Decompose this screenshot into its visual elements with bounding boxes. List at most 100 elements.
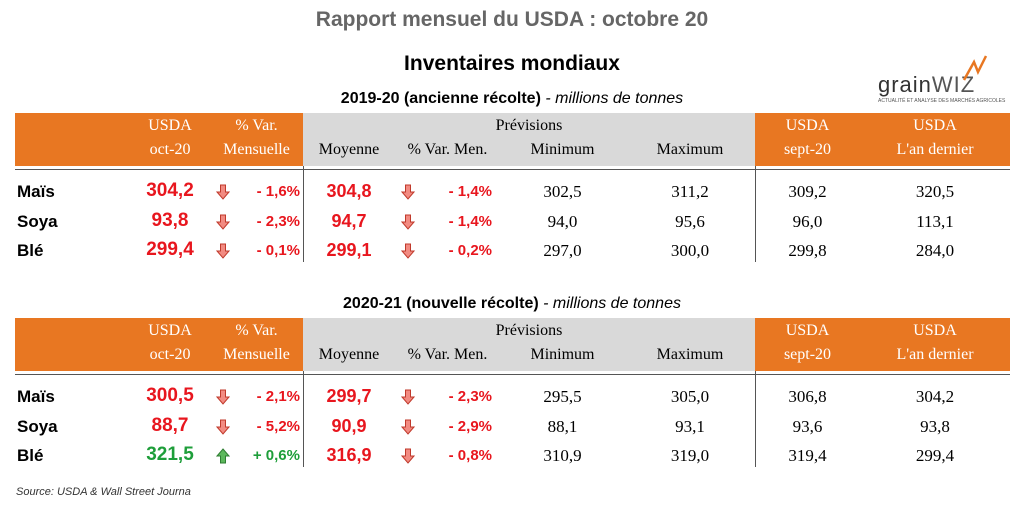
value: 94,7: [331, 210, 367, 231]
variation: - 0,1%: [256, 242, 300, 259]
heading: 2019-20 (ancienne récolte): [340, 90, 541, 107]
header-cell: % Var. Men.: [407, 141, 488, 158]
value: 88,7: [151, 414, 189, 436]
header-cell: Maximum: [656, 141, 724, 158]
unit: - millions de tonnes: [538, 295, 681, 312]
value: 93,6: [792, 416, 823, 436]
variation: - 2,3%: [448, 388, 492, 405]
trend-arrow: [216, 419, 230, 435]
trend-arrow: [216, 448, 230, 464]
header-cell: sept-20: [783, 141, 832, 158]
header-cell: Mensuelle: [223, 141, 290, 158]
value: 93,8: [920, 416, 950, 436]
header-cell: Minimum: [530, 141, 595, 158]
value: 96,0: [792, 211, 823, 231]
value: 316,9: [326, 445, 372, 465]
logo-mark: [962, 55, 988, 81]
header-cell: oct-20: [149, 141, 191, 158]
header-cell: USDA: [785, 322, 830, 339]
value: 299,4: [146, 239, 194, 260]
value: 295,5: [543, 387, 582, 406]
heading: 2020-21 (nouvelle récolte): [343, 295, 539, 312]
header-cell: % Var.: [235, 322, 278, 339]
variation: - 0,2%: [448, 242, 492, 259]
trend-arrow: [216, 389, 230, 405]
value: 299,8: [788, 241, 827, 260]
trend-arrow: [401, 389, 415, 405]
value: 304,8: [326, 181, 372, 201]
logo-a: grain: [878, 72, 932, 97]
header-cell: L'an dernier: [896, 141, 974, 158]
value: 319,4: [788, 446, 827, 465]
row-label: Maïs: [17, 387, 55, 406]
row-label: Blé: [17, 446, 44, 465]
value: 305,0: [670, 387, 710, 406]
header-cell: USDA: [913, 322, 957, 339]
header-cell: Moyenne: [318, 346, 380, 363]
value: 309,2: [788, 182, 827, 201]
value: 321,5: [146, 444, 194, 465]
value: 320,5: [915, 182, 955, 201]
value: 299,7: [326, 386, 372, 406]
variation: - 2,1%: [256, 388, 300, 405]
trend-arrow: [401, 184, 415, 200]
variation: - 2,9%: [448, 417, 492, 435]
value: 113,1: [916, 211, 954, 231]
value: 299,1: [326, 240, 372, 260]
value: 302,5: [543, 182, 582, 201]
variation: + 0,6%: [252, 447, 300, 464]
rule: [303, 371, 304, 467]
header-cell: Prévisions: [495, 117, 563, 134]
value: 319,0: [670, 446, 710, 465]
value: 311,2: [671, 182, 709, 201]
row-label: Maïs: [17, 182, 55, 201]
variation: - 5,2%: [256, 417, 300, 435]
header-cell: sept-20: [783, 346, 832, 363]
variation: - 1,6%: [256, 183, 300, 200]
value: 304,2: [915, 387, 955, 406]
value: 299,4: [915, 446, 955, 465]
value: 95,6: [675, 211, 705, 231]
value: 297,0: [543, 241, 582, 260]
subtitle: Inventaires mondiaux: [404, 52, 620, 75]
rule: [15, 374, 1010, 375]
rule: [303, 166, 304, 262]
trend-arrow: [401, 243, 415, 259]
header-cell: USDA: [148, 117, 192, 134]
variation: - 1,4%: [448, 183, 492, 200]
trend-arrow: [401, 214, 415, 230]
value: 93,8: [151, 209, 189, 231]
forecast-band: [303, 113, 755, 166]
variation: - 2,3%: [256, 212, 300, 230]
value: 310,9: [543, 446, 582, 465]
value: 94,0: [547, 211, 578, 231]
trend-arrow: [401, 419, 415, 435]
header-cell: USDA: [148, 322, 192, 339]
header-cell: % Var.: [235, 117, 278, 134]
value: 306,8: [788, 387, 827, 406]
trend-arrow: [216, 243, 230, 259]
source: Source: USDA & Wall Street Journa: [16, 486, 191, 498]
header-cell: oct-20: [149, 346, 191, 363]
section-heading: 2019-20 (ancienne récolte) - millions de…: [0, 90, 1024, 108]
value: 300,5: [146, 385, 194, 406]
rule: [755, 371, 756, 467]
header-cell: Prévisions: [495, 322, 563, 339]
header-cell: Maximum: [656, 346, 724, 363]
value: 284,0: [915, 241, 955, 260]
value: 90,9: [331, 415, 367, 436]
header-cell: USDA: [913, 117, 957, 134]
header-cell: % Var. Men.: [407, 346, 488, 363]
title: Rapport mensuel du USDA : octobre 20: [315, 8, 709, 31]
section-heading: 2020-21 (nouvelle récolte) - millions de…: [0, 295, 1024, 313]
row-label: Blé: [17, 241, 44, 260]
trend-arrow: [216, 214, 230, 230]
variation: - 1,4%: [448, 212, 492, 230]
forecast-band: [303, 318, 755, 371]
value: 300,0: [670, 241, 710, 260]
value: 93,1: [675, 416, 705, 436]
rule: [755, 166, 756, 262]
value: 88,1: [547, 416, 578, 436]
variation: - 0,8%: [448, 447, 492, 464]
